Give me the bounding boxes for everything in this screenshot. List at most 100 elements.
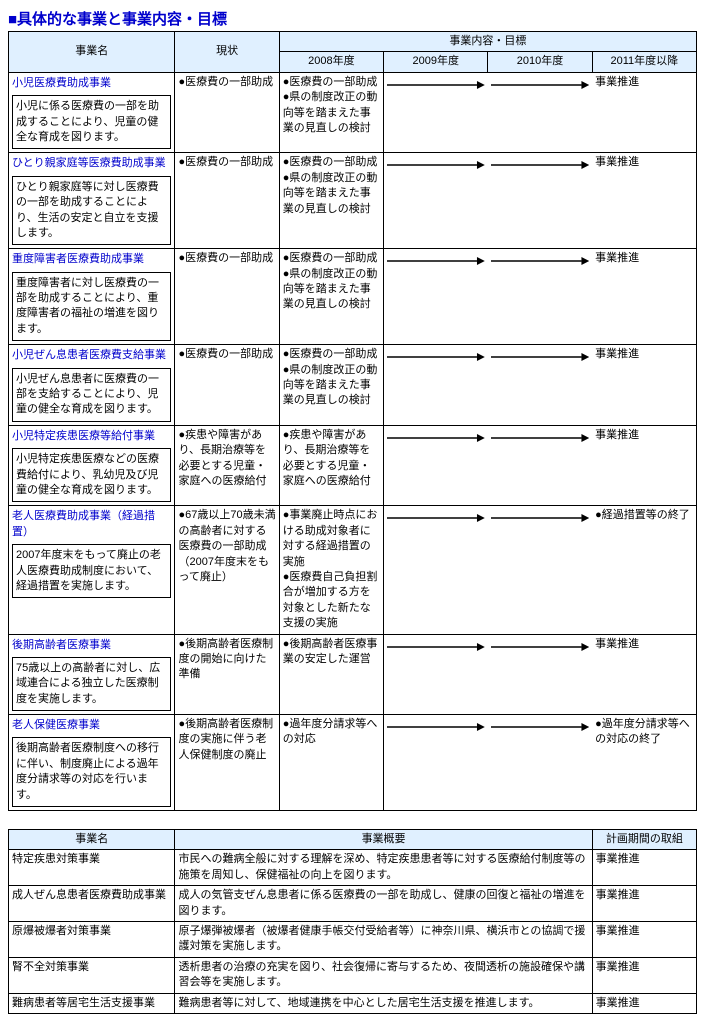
status-cell: ●医療費の一部助成	[175, 345, 279, 426]
cell-2008: ●過年度分請求等への対応	[279, 715, 383, 811]
project-period: 事業推進	[592, 993, 696, 1013]
header-2009: 2009年度	[384, 52, 488, 72]
status-cell: ●医療費の一部助成	[175, 249, 279, 345]
project-cell: 後期高齢者医療事業 75歳以上の高齢者に対し、広域連合による独立した医療制度を実施…	[9, 634, 175, 715]
cell-2009	[384, 153, 488, 249]
project-name-2: 腎不全対策事業	[9, 957, 175, 993]
cell-2010	[488, 715, 592, 811]
table-row: ひとり親家庭等医療費助成事業ひとり親家庭等に対し医療費の一部を助成することにより…	[9, 153, 697, 249]
header2-summary: 事業概要	[175, 830, 592, 850]
cell-2008: ●医療費の一部助成●県の制度改正の動向等を踏まえた事業の見直しの検討	[279, 72, 383, 153]
header2-period: 計画期間の取組	[592, 830, 696, 850]
project-cell: 老人保健医療事業後期高齢者医療制度への移行に伴い、制度廃止による過年度分請求等の…	[9, 715, 175, 811]
project-summary: 成人の気管支ぜん息患者に係る医療費の一部を助成し、健康の回復と福祉の増進を図りま…	[175, 886, 592, 922]
cell-2008: ●医療費の一部助成●県の制度改正の動向等を踏まえた事業の見直しの検討	[279, 153, 383, 249]
table-row: 成人ぜん息患者医療費助成事業成人の気管支ぜん息患者に係る医療費の一部を助成し、健…	[9, 886, 697, 922]
project-desc: 小児ぜん息患者に医療費の一部を支給することにより、児童の健全な育成を図ります。	[12, 368, 171, 422]
cell-2010	[488, 153, 592, 249]
project-summary: 原子爆弾被爆者（被爆者健康手帳交付受給者等）に神奈川県、横浜市との協調で援護対策…	[175, 921, 592, 957]
project-period: 事業推進	[592, 957, 696, 993]
project-summary: 市民への難病全般に対する理解を深め、特定疾患患者等に対する医療給付制度等の施策を…	[175, 850, 592, 886]
cell-2009	[384, 506, 488, 634]
cell-2011: 事業推進	[592, 249, 696, 345]
project-desc: 小児に係る医療費の一部を助成することにより、児童の健全な育成を図ります。	[12, 95, 171, 149]
project-name: 重度障害者医療費助成事業	[12, 252, 171, 269]
table-row: 特定疾患対策事業市民への難病全般に対する理解を深め、特定疾患患者等に対する医療給…	[9, 850, 697, 886]
project-desc: 重度障害者に対し医療費の一部を助成することにより、重度障害者の福祉の増進を図りま…	[12, 272, 171, 342]
header-2008: 2008年度	[279, 52, 383, 72]
cell-2010	[488, 634, 592, 715]
cell-2011: 事業推進	[592, 634, 696, 715]
project-name: 後期高齢者医療事業	[12, 638, 171, 655]
header-contents: 事業内容・目標	[279, 32, 696, 52]
project-name-2: 原爆被爆者対策事業	[9, 921, 175, 957]
project-cell: 重度障害者医療費助成事業重度障害者に対し医療費の一部を助成することにより、重度障…	[9, 249, 175, 345]
header-2011: 2011年度以降	[592, 52, 696, 72]
status-cell: ●67歳以上70歳未満の高齢者に対する医療費の一部助成（2007年度末をもって廃…	[175, 506, 279, 634]
project-cell: ひとり親家庭等医療費助成事業ひとり親家庭等に対し医療費の一部を助成することにより…	[9, 153, 175, 249]
cell-2011: 事業推進	[592, 345, 696, 426]
project-desc: 後期高齢者医療制度への移行に伴い、制度廃止による過年度分請求等の対応を行います。	[12, 737, 171, 807]
cell-2010	[488, 425, 592, 506]
table-row: 腎不全対策事業透析患者の治療の充実を図り、社会復帰に寄与するため、夜間透析の施設…	[9, 957, 697, 993]
page-title: ■具体的な事業と事業内容・目標	[8, 8, 697, 29]
cell-2011: ●過年度分請求等への対応の終了	[592, 715, 696, 811]
project-name: 小児ぜん息患者医療費支給事業	[12, 348, 171, 365]
table-row: 小児医療費助成事業小児に係る医療費の一部を助成することにより、児童の健全な育成を…	[9, 72, 697, 153]
cell-2011: 事業推進	[592, 425, 696, 506]
cell-2010	[488, 506, 592, 634]
project-name: 小児特定疾患医療等給付事業	[12, 429, 171, 446]
project-name: 老人保健医療事業	[12, 718, 171, 735]
project-cell: 小児ぜん息患者医療費支給事業小児ぜん息患者に医療費の一部を支給することにより、児…	[9, 345, 175, 426]
project-period: 事業推進	[592, 921, 696, 957]
project-name-2: 特定疾患対策事業	[9, 850, 175, 886]
cell-2008: ●後期高齢者医療事業の安定した運営	[279, 634, 383, 715]
status-cell: ●疾患や障害があり、長期治療等を必要とする児童・家庭への医療給付	[175, 425, 279, 506]
cell-2008: ●医療費の一部助成●県の制度改正の動向等を踏まえた事業の見直しの検討	[279, 249, 383, 345]
header-2010: 2010年度	[488, 52, 592, 72]
cell-2009	[384, 72, 488, 153]
cell-2010	[488, 345, 592, 426]
project-desc: 75歳以上の高齢者に対し、広域連合による独立した医療制度を実施します。	[12, 657, 171, 711]
cell-2011: 事業推進	[592, 72, 696, 153]
project-period: 事業推進	[592, 850, 696, 886]
cell-2009	[384, 249, 488, 345]
cell-2008: ●事業廃止時点における助成対象者に対する経過措置の実施●医療費自己負担割合が増加…	[279, 506, 383, 634]
cell-2009	[384, 425, 488, 506]
project-desc: 小児特定疾患医療などの医療費給付により、乳幼児及び児童の健全な育成を図ります。	[12, 448, 171, 502]
project-desc: ひとり親家庭等に対し医療費の一部を助成することにより、生活の安定と自立を支援しま…	[12, 176, 171, 246]
cell-2011: 事業推進	[592, 153, 696, 249]
table-row: 老人保健医療事業後期高齢者医療制度への移行に伴い、制度廃止による過年度分請求等の…	[9, 715, 697, 811]
cell-2008: ●疾患や障害があり、長期治療等を必要とする児童・家庭への医療給付	[279, 425, 383, 506]
cell-2009	[384, 715, 488, 811]
table-row: 小児ぜん息患者医療費支給事業小児ぜん息患者に医療費の一部を支給することにより、児…	[9, 345, 697, 426]
projects-table-1: 事業名 現状 事業内容・目標 2008年度 2009年度 2010年度 2011…	[8, 31, 697, 811]
table-row: 原爆被爆者対策事業原子爆弾被爆者（被爆者健康手帳交付受給者等）に神奈川県、横浜市…	[9, 921, 697, 957]
header-name: 事業名	[9, 32, 175, 73]
project-summary: 難病患者等に対して、地域連携を中心とした居宅生活支援を推進します。	[175, 993, 592, 1013]
cell-2010	[488, 72, 592, 153]
cell-2010	[488, 249, 592, 345]
header2-name: 事業名	[9, 830, 175, 850]
table-row: 後期高齢者医療事業 75歳以上の高齢者に対し、広域連合による独立した医療制度を実施…	[9, 634, 697, 715]
status-cell: ●医療費の一部助成	[175, 72, 279, 153]
cell-2009	[384, 345, 488, 426]
project-period: 事業推進	[592, 886, 696, 922]
project-name: ひとり親家庭等医療費助成事業	[12, 156, 171, 173]
projects-table-2: 事業名 事業概要 計画期間の取組 特定疾患対策事業市民への難病全般に対する理解を…	[8, 829, 697, 1014]
table-row: 小児特定疾患医療等給付事業小児特定疾患医療などの医療費給付により、乳幼児及び児童…	[9, 425, 697, 506]
cell-2008: ●医療費の一部助成●県の制度改正の動向等を踏まえた事業の見直しの検討	[279, 345, 383, 426]
status-cell: ●後期高齢者医療制度の開始に向けた準備	[175, 634, 279, 715]
project-cell: 老人医療費助成事業（経過措置）2007年度末をもって廃止の老人医療費助成制度にお…	[9, 506, 175, 634]
project-cell: 小児医療費助成事業小児に係る医療費の一部を助成することにより、児童の健全な育成を…	[9, 72, 175, 153]
project-desc: 2007年度末をもって廃止の老人医療費助成制度において、経過措置を実施します。	[12, 544, 171, 598]
project-name-2: 難病患者等居宅生活支援事業	[9, 993, 175, 1013]
project-name-2: 成人ぜん息患者医療費助成事業	[9, 886, 175, 922]
cell-2011: ●経過措置等の終了	[592, 506, 696, 634]
table-row: 老人医療費助成事業（経過措置）2007年度末をもって廃止の老人医療費助成制度にお…	[9, 506, 697, 634]
cell-2009	[384, 634, 488, 715]
project-cell: 小児特定疾患医療等給付事業小児特定疾患医療などの医療費給付により、乳幼児及び児童…	[9, 425, 175, 506]
project-summary: 透析患者の治療の充実を図り、社会復帰に寄与するため、夜間透析の施設確保や講習会等…	[175, 957, 592, 993]
status-cell: ●医療費の一部助成	[175, 153, 279, 249]
header-status: 現状	[175, 32, 279, 73]
